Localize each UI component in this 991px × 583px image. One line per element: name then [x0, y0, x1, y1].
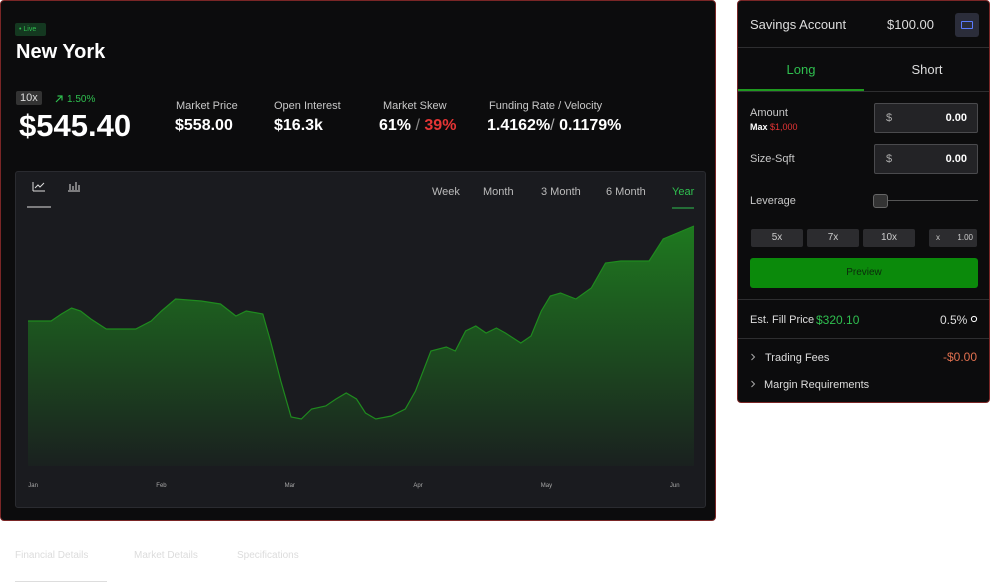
max-value: $1,000 — [770, 122, 798, 132]
line-chart-icon[interactable] — [32, 182, 45, 192]
funding-rate: 1.4162% — [487, 117, 551, 134]
leverage-preset[interactable]: 7x — [807, 229, 859, 247]
stat-value: 1.4162%/ 0.1179% — [487, 117, 621, 135]
margin-label[interactable]: Margin Requirements — [764, 379, 870, 391]
timeframe-option[interactable]: Month — [483, 186, 514, 198]
stat-label: Market Price — [176, 100, 238, 112]
area-fill — [28, 226, 694, 466]
stat-label: Market Skew — [383, 100, 447, 112]
live-badge: • Live — [15, 23, 46, 36]
side-underline — [738, 89, 864, 91]
timeframe-option[interactable]: 3 Month — [541, 186, 581, 198]
velocity: 0.1179% — [559, 117, 622, 134]
x-tick-label: Feb — [156, 483, 167, 489]
detail-tab[interactable]: Financial Details — [15, 550, 89, 561]
price-line — [28, 225, 695, 420]
account-balance: $100.00 — [887, 17, 934, 32]
chart-card: Week Month 3 Month 6 Month Year Jan Feb Mar Apr M… — [15, 171, 706, 508]
detail-tab[interactable]: Market Details — [134, 550, 198, 561]
amount-input[interactable]: $0.00 — [874, 103, 978, 133]
detail-tab[interactable]: Specifications — [237, 550, 299, 561]
leverage-preset[interactable]: 5x — [751, 229, 803, 247]
size-label: Size-Sqft — [750, 153, 795, 165]
side-tab[interactable]: Short — [911, 62, 943, 77]
skew-short: 39% — [424, 117, 457, 134]
fill-label: Est. Fill Price — [750, 314, 815, 326]
market-panel: • Live New York 10x 1.50% $545.40 Market… — [0, 0, 716, 521]
leverage-badge: 10x — [16, 91, 42, 105]
stat-label: Open Interest — [274, 100, 341, 112]
skew-long: 61% — [379, 117, 412, 134]
account-label: Savings Account — [750, 17, 847, 32]
stat-value: 61% / 39% — [379, 117, 456, 135]
chevron[interactable] — [750, 380, 756, 388]
chart: Week Month 3 Month 6 Month Year Jan Feb Mar Apr M… — [27, 182, 695, 489]
currency: $ — [886, 112, 893, 124]
custom-prefix: x — [936, 233, 940, 242]
slider-thumb[interactable] — [873, 194, 888, 208]
leverage-label: Leverage — [750, 195, 796, 207]
fill-price: $320.10 — [816, 313, 860, 327]
price-change: 1.50% — [67, 94, 96, 105]
slippage: 0.5% — [940, 313, 968, 327]
custom-leverage[interactable]: x 1.00 — [929, 229, 977, 247]
amount-label: Amount — [750, 107, 788, 119]
separator: / — [415, 117, 420, 134]
currency: $ — [886, 153, 893, 165]
wallet-button[interactable] — [955, 13, 979, 37]
preview-button[interactable]: Preview — [750, 258, 978, 288]
x-tick-label: Mar — [285, 483, 295, 489]
stat-label: Funding Rate / Velocity — [489, 100, 603, 112]
x-tick-label: May — [541, 483, 552, 489]
input-value: 0.00 — [945, 112, 967, 124]
timeframe-option[interactable]: 6 Month — [606, 186, 646, 198]
custom-value: 1.00 — [957, 233, 973, 242]
separator: / — [550, 117, 555, 134]
max-amount: Max $1,000 — [750, 122, 798, 132]
order-panel: Savings Account $100.00 Long Short Amount… — [737, 0, 990, 403]
max-label: Max — [750, 122, 768, 132]
tab-underline — [15, 581, 107, 582]
stat-value: $16.3k — [274, 117, 323, 134]
price: $545.40 — [19, 108, 132, 143]
chevron[interactable] — [750, 353, 756, 361]
timeframe-option[interactable]: Week — [432, 186, 460, 198]
size-input[interactable]: $0.00 — [874, 144, 978, 174]
leverage-preset[interactable]: 10x — [863, 229, 915, 247]
side-tab[interactable]: Long — [786, 62, 816, 77]
timeframe-option[interactable]: Year — [672, 186, 695, 198]
x-tick-label: Apr — [413, 483, 422, 489]
input-value: 0.00 — [945, 153, 967, 165]
fees-label[interactable]: Trading Fees — [765, 352, 830, 364]
live-text: Live — [23, 26, 37, 33]
market-title: New York — [16, 41, 106, 63]
x-tick-label: Jan — [28, 483, 38, 489]
stat-value: $558.00 — [175, 117, 233, 134]
fees-value: -$0.00 — [942, 350, 977, 364]
slippage-icon[interactable] — [970, 315, 978, 323]
bar-chart-icon[interactable] — [68, 182, 80, 192]
slider-track — [886, 200, 978, 201]
up-arrow-icon — [55, 95, 63, 103]
x-tick-label: Jun — [670, 483, 680, 489]
